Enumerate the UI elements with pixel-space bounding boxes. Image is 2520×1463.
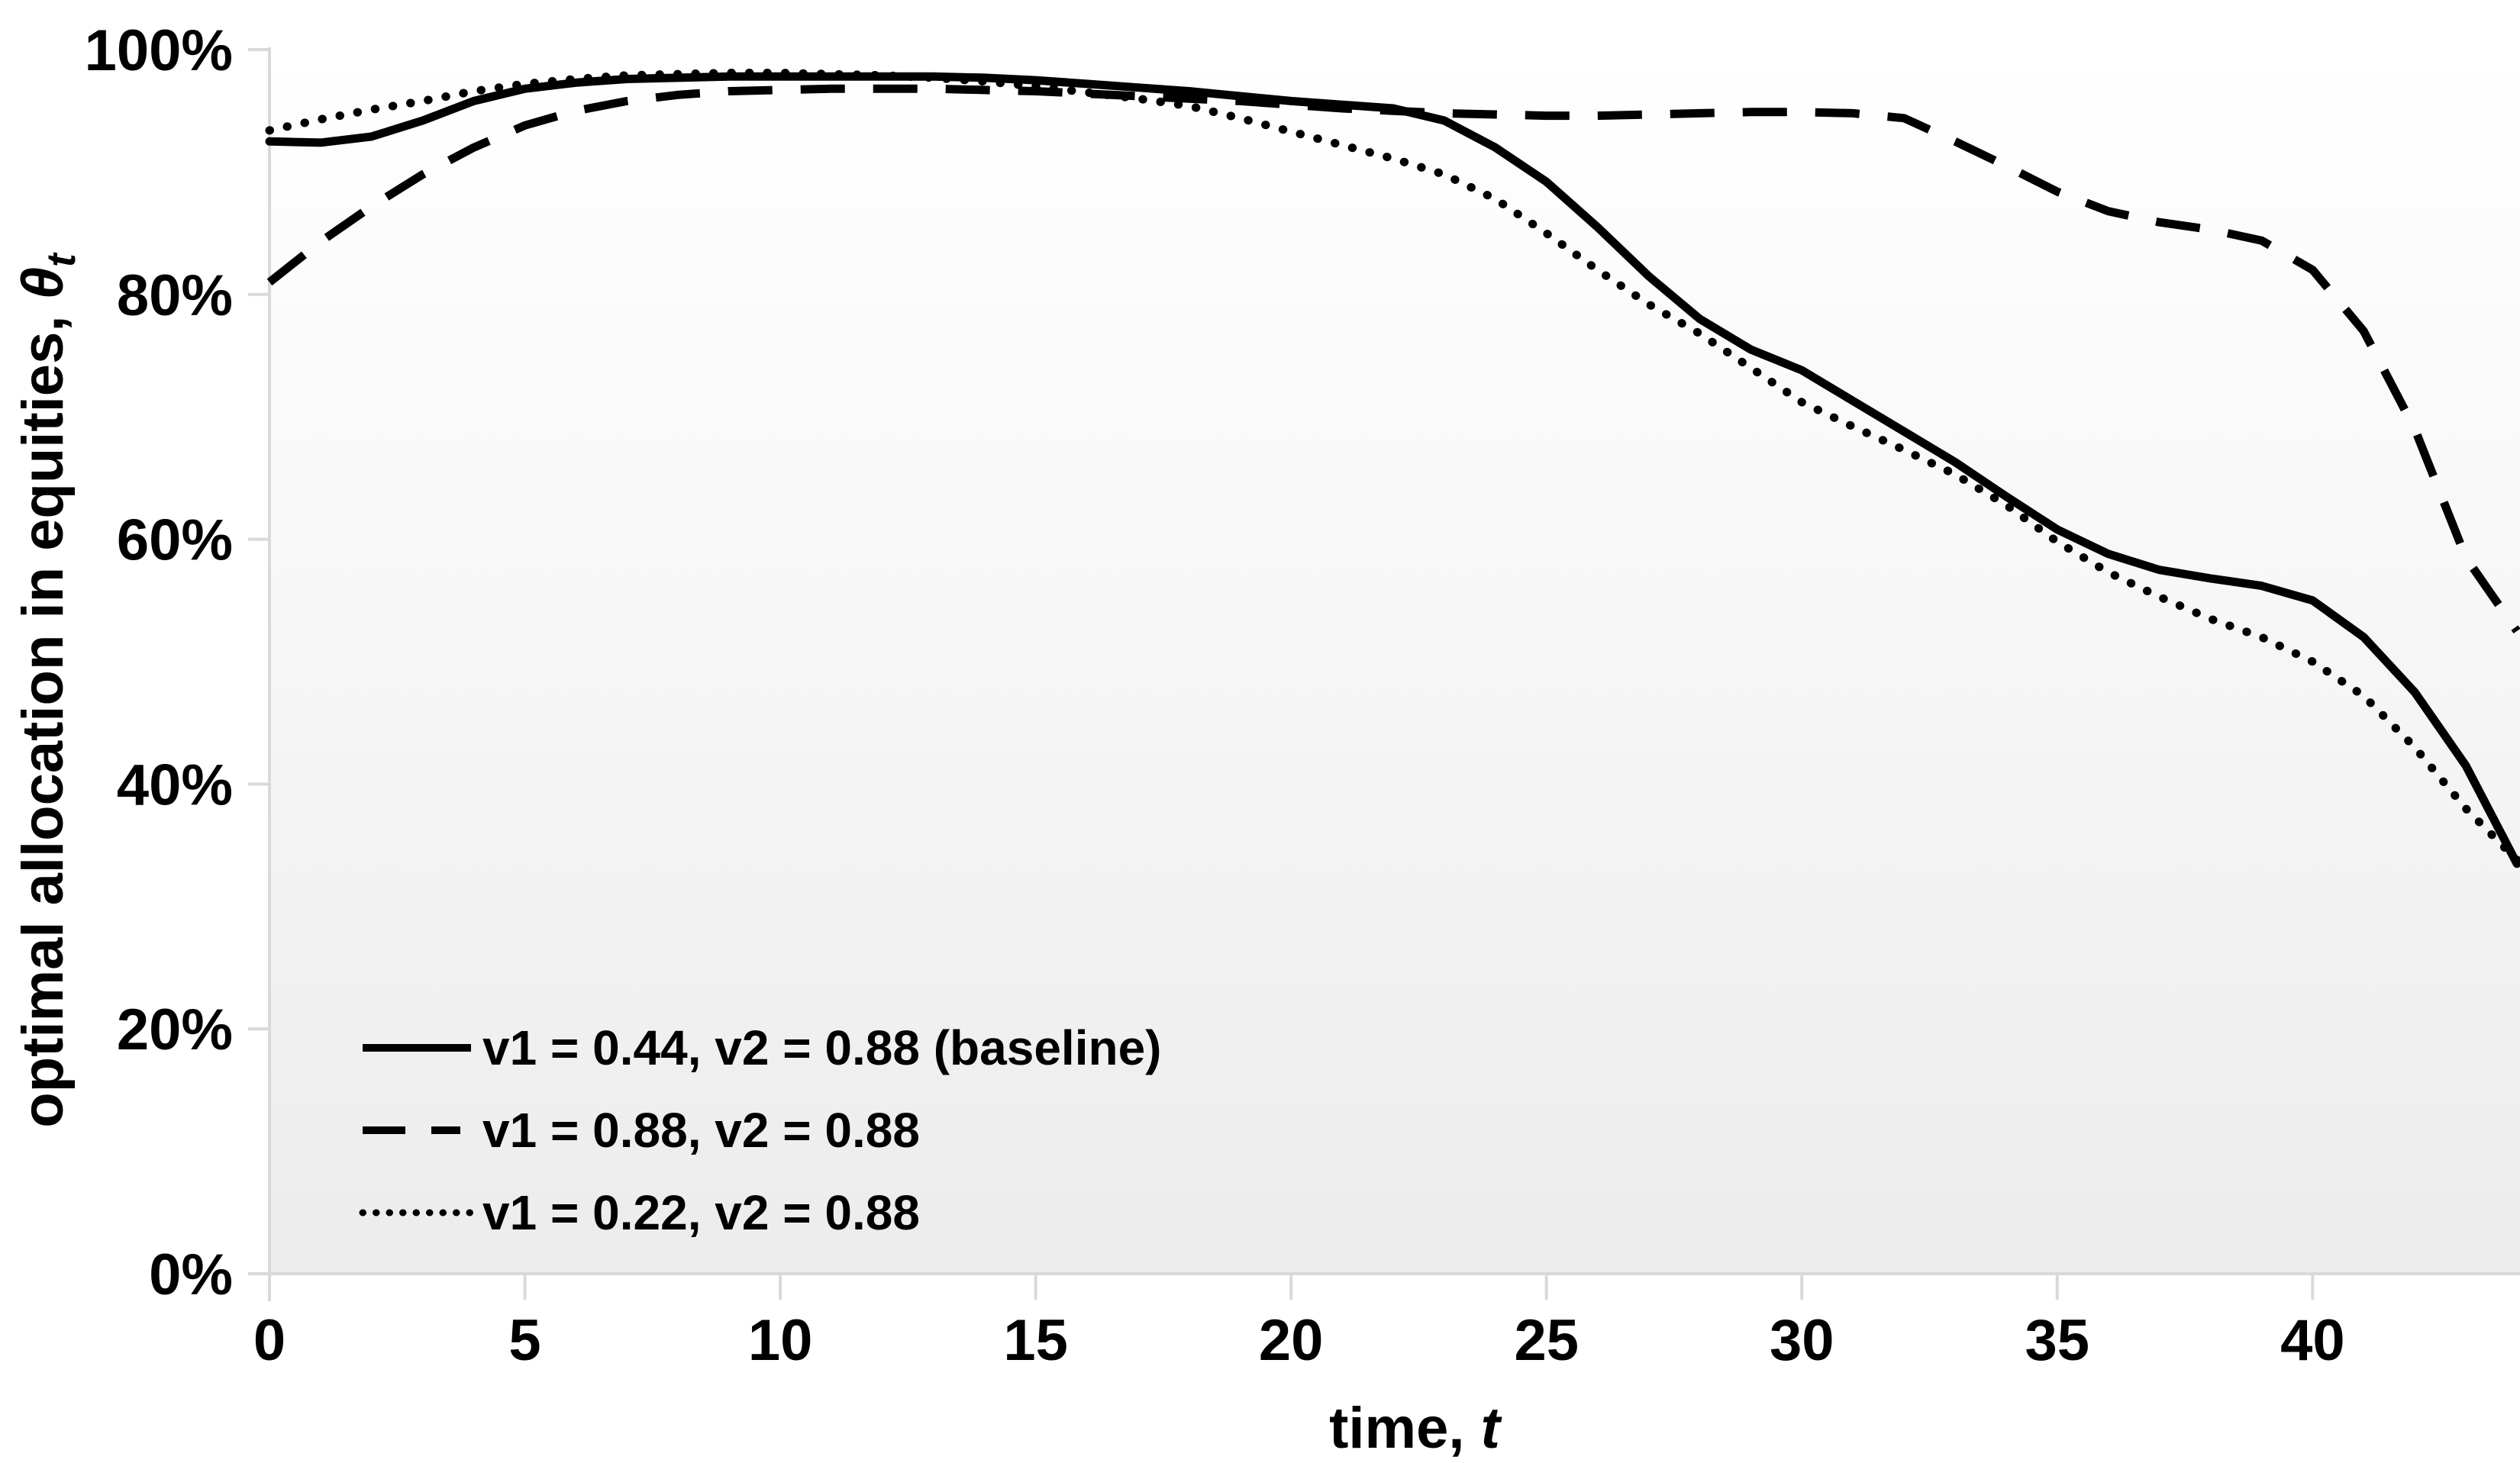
- x-tick-label: 15: [1003, 1308, 1068, 1373]
- legend-label: v1 = 0.44, v2 = 0.88 (baseline): [482, 1020, 1162, 1075]
- legend-marker-dashed: [363, 1126, 471, 1134]
- x-tick-label: 10: [748, 1308, 813, 1373]
- legend-item-v1-low: v1 = 0.22, v2 = 0.88: [359, 1171, 1161, 1254]
- series-line-v1-high: [266, 84, 2520, 634]
- series-lines: [265, 69, 2520, 868]
- y-axis-title-text: optimal allocation in equities,: [10, 299, 76, 1128]
- legend-marker-dotted: [359, 1209, 475, 1216]
- y-axis-title-symbol-subscript: t: [39, 253, 85, 268]
- x-axis-title: time, t: [1329, 1395, 1500, 1461]
- y-tick-label: 80%: [117, 263, 233, 328]
- x-tick-label: 40: [2280, 1308, 2345, 1373]
- tick-labels: 0 5 10 15 20 25 30 35 40 100% 80% 60% 40% 20% 0%: [85, 18, 2345, 1373]
- x-tick-label: 5: [508, 1308, 540, 1373]
- y-tick-label: 0%: [149, 1242, 233, 1307]
- legend-marker-solid: [363, 1044, 471, 1052]
- x-axis-title-variable: t: [1480, 1396, 1500, 1461]
- x-tick-label: 25: [1514, 1308, 1579, 1373]
- x-tick-label: 35: [2025, 1308, 2090, 1373]
- x-tick-label: 0: [253, 1308, 286, 1373]
- x-tick-label: 20: [1259, 1308, 1324, 1373]
- plot-background: [271, 50, 2520, 1274]
- legend-label: v1 = 0.22, v2 = 0.88: [482, 1185, 920, 1240]
- plot-area: [271, 50, 2520, 1274]
- x-tick-label: 30: [1770, 1308, 1834, 1373]
- legend-item-baseline: v1 = 0.44, v2 = 0.88 (baseline): [359, 1007, 1161, 1089]
- legend-label: v1 = 0.88, v2 = 0.88: [482, 1103, 920, 1158]
- x-axis-title-text: time,: [1329, 1396, 1481, 1461]
- legend: v1 = 0.44, v2 = 0.88 (baseline) v1 = 0.88…: [359, 1007, 1161, 1254]
- y-axis-title: optimal allocation in equities, θt: [10, 253, 85, 1127]
- y-axis-title-symbol: θ: [10, 267, 76, 300]
- y-tick-label: 20%: [117, 997, 233, 1062]
- axes: [248, 47, 2520, 1301]
- y-tick-label: 40%: [117, 752, 233, 817]
- y-tick-label: 100%: [85, 18, 233, 83]
- y-tick-label: 60%: [117, 508, 233, 573]
- legend-item-v1-high: v1 = 0.88, v2 = 0.88: [359, 1089, 1161, 1171]
- series-line-v1-low: [265, 69, 2520, 865]
